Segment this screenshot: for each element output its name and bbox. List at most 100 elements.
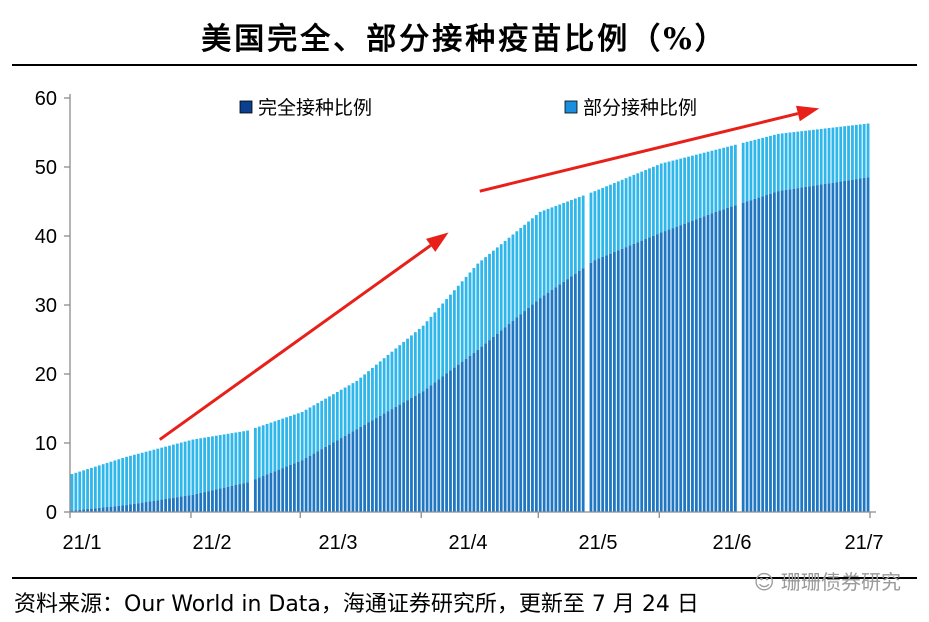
bar-partial xyxy=(800,131,804,188)
bar-fully xyxy=(796,188,800,512)
bar-partial xyxy=(616,181,620,251)
bar-partial xyxy=(211,436,214,491)
bar-partial xyxy=(320,400,324,450)
bar-fully xyxy=(659,232,663,513)
bar-partial xyxy=(632,174,636,244)
bar-fully xyxy=(534,301,538,512)
bar-fully xyxy=(722,209,726,512)
bar-partial xyxy=(421,325,425,392)
bar-fully xyxy=(253,479,257,512)
bar-partial xyxy=(261,425,265,477)
bar-fully xyxy=(784,189,788,512)
bar-partial xyxy=(659,163,663,233)
bar-fully xyxy=(203,492,207,512)
bar-fully xyxy=(808,186,811,512)
bar-fully xyxy=(441,376,445,512)
bar-fully xyxy=(218,488,222,512)
bar-partial xyxy=(671,160,675,229)
bar-fully xyxy=(246,482,249,512)
bar-partial xyxy=(140,452,144,503)
bar-partial xyxy=(714,149,718,212)
bar-partial xyxy=(179,442,183,497)
bar-partial xyxy=(718,148,722,211)
bar-partial xyxy=(472,268,476,353)
bar-partial xyxy=(851,125,854,180)
bar-partial xyxy=(698,153,702,218)
bar-partial xyxy=(441,303,445,377)
bar-fully xyxy=(605,255,608,512)
bar-partial xyxy=(624,178,628,248)
bar-partial xyxy=(741,142,745,203)
bar-partial xyxy=(609,184,612,254)
bar-fully xyxy=(78,509,82,512)
bar-partial xyxy=(515,231,519,318)
bar-partial xyxy=(378,361,382,416)
bar-fully xyxy=(769,193,772,513)
bar-fully xyxy=(417,393,421,512)
bar-partial xyxy=(222,434,226,488)
bar-partial xyxy=(784,132,788,190)
bar-partial xyxy=(347,385,351,434)
bar-partial xyxy=(183,441,187,496)
bar-fully xyxy=(347,433,351,512)
x-tick-label: 21/1 xyxy=(63,532,102,554)
bar-fully xyxy=(480,346,484,512)
bar-partial xyxy=(691,155,694,221)
bar-fully xyxy=(542,295,546,512)
bar-fully xyxy=(546,292,550,512)
bar-partial xyxy=(172,444,175,498)
bar-fully xyxy=(464,358,468,512)
bar-partial xyxy=(191,439,195,495)
bar-partial xyxy=(663,162,667,232)
bar-partial xyxy=(308,407,312,456)
bar-fully xyxy=(452,367,456,512)
bar-partial xyxy=(780,133,784,191)
bar-partial xyxy=(226,433,230,487)
bar-partial xyxy=(667,161,671,230)
bar-fully xyxy=(378,415,382,512)
bar-partial xyxy=(804,130,808,187)
bar-partial xyxy=(862,123,866,178)
trend-arrow-line xyxy=(158,244,432,441)
bar-partial xyxy=(382,358,386,414)
bar-fully xyxy=(390,409,394,512)
bar-partial xyxy=(640,171,644,241)
bar-partial xyxy=(207,436,210,492)
bar-fully xyxy=(140,502,144,512)
bar-fully xyxy=(573,273,577,512)
bar-partial xyxy=(187,440,191,496)
y-tick-label: 20 xyxy=(35,364,57,386)
bar-partial xyxy=(620,179,624,249)
bar-fully xyxy=(772,192,776,512)
bar-partial xyxy=(328,396,331,445)
bar-fully xyxy=(425,388,429,512)
bar-partial xyxy=(776,133,780,192)
bar-fully xyxy=(765,195,768,512)
bar-fully xyxy=(117,505,121,512)
bar-partial xyxy=(601,187,605,257)
bar-partial xyxy=(566,201,569,280)
bar-partial xyxy=(152,449,156,501)
bar-fully xyxy=(289,464,292,512)
bar-partial xyxy=(652,166,655,236)
bar-partial xyxy=(324,398,328,447)
bar-fully xyxy=(168,498,171,512)
bar-fully xyxy=(620,248,624,513)
bar-fully xyxy=(792,188,796,512)
bar-partial xyxy=(70,474,74,511)
bar-partial xyxy=(390,351,394,410)
bar-fully xyxy=(269,472,273,512)
x-tick-label: 21/7 xyxy=(845,532,884,554)
bar-fully xyxy=(847,180,850,512)
bar-fully xyxy=(511,320,515,512)
bars-group xyxy=(70,123,870,513)
bar-partial xyxy=(554,205,558,288)
bar-fully xyxy=(86,509,89,512)
bar-partial xyxy=(644,170,648,240)
bar-partial xyxy=(749,140,753,201)
bar-fully xyxy=(429,385,433,512)
bar-fully xyxy=(698,217,702,512)
bar-partial xyxy=(253,427,257,480)
bar-fully xyxy=(82,509,86,512)
bar-partial xyxy=(246,430,249,483)
